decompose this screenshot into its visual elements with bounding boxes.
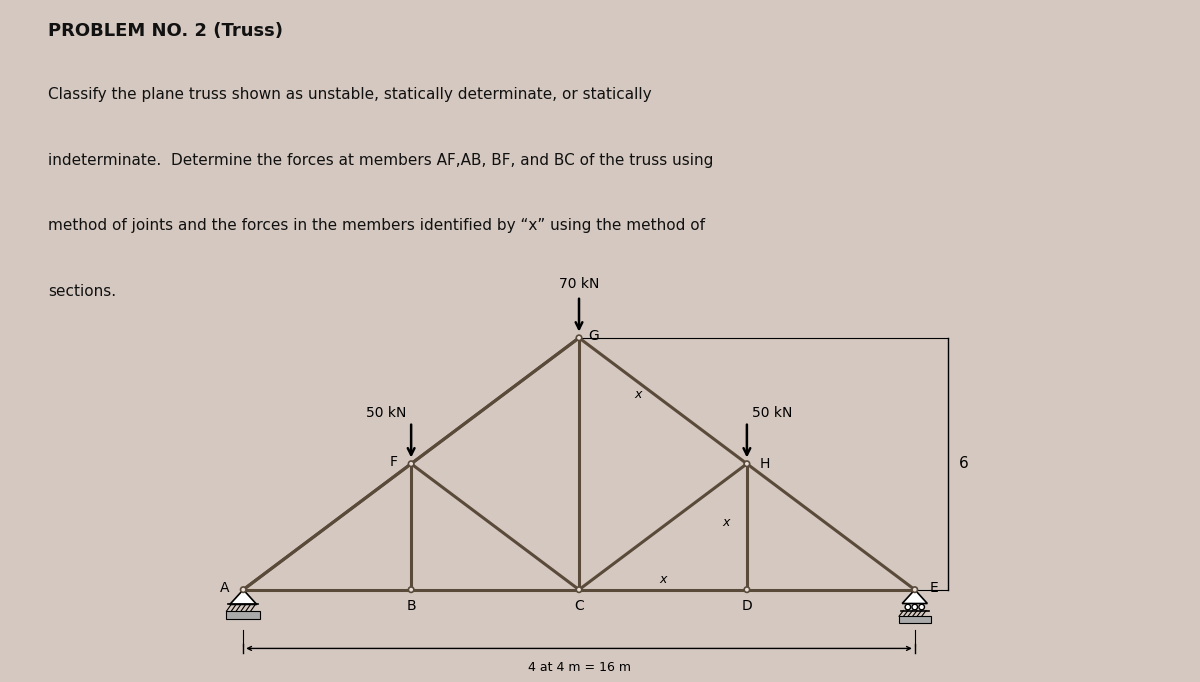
Polygon shape bbox=[230, 590, 257, 604]
Text: 50 kN: 50 kN bbox=[752, 406, 792, 419]
Text: PROBLEM NO. 2 (Truss): PROBLEM NO. 2 (Truss) bbox=[48, 22, 283, 40]
Text: 50 kN: 50 kN bbox=[366, 406, 406, 419]
Circle shape bbox=[408, 587, 414, 593]
Text: F: F bbox=[390, 455, 397, 469]
Text: 6: 6 bbox=[959, 456, 968, 471]
Circle shape bbox=[408, 461, 414, 466]
Text: indeterminate.  Determine the forces at members AF,AB, BF, and BC of the truss u: indeterminate. Determine the forces at m… bbox=[48, 153, 713, 168]
Circle shape bbox=[905, 604, 911, 610]
Text: x: x bbox=[634, 388, 642, 401]
Circle shape bbox=[576, 335, 582, 340]
Circle shape bbox=[240, 587, 246, 593]
Text: method of joints and the forces in the members identified by “x” using the metho: method of joints and the forces in the m… bbox=[48, 218, 706, 233]
Text: sections.: sections. bbox=[48, 284, 116, 299]
Circle shape bbox=[576, 587, 582, 593]
Text: G: G bbox=[588, 329, 599, 343]
Text: B: B bbox=[407, 599, 416, 612]
Text: 4 at 4 m = 16 m: 4 at 4 m = 16 m bbox=[528, 661, 630, 674]
Text: x: x bbox=[659, 573, 667, 586]
Polygon shape bbox=[902, 590, 928, 604]
FancyBboxPatch shape bbox=[899, 617, 930, 623]
Text: A: A bbox=[220, 580, 229, 595]
Text: Classify the plane truss shown as unstable, statically determinate, or staticall: Classify the plane truss shown as unstab… bbox=[48, 87, 652, 102]
Circle shape bbox=[912, 587, 918, 593]
Circle shape bbox=[919, 604, 924, 610]
Circle shape bbox=[744, 461, 750, 466]
Text: D: D bbox=[742, 599, 752, 612]
Text: H: H bbox=[760, 457, 769, 471]
Circle shape bbox=[912, 604, 918, 610]
Text: C: C bbox=[574, 599, 584, 612]
Text: x: x bbox=[722, 516, 730, 529]
Circle shape bbox=[744, 587, 750, 593]
Text: 70 kN: 70 kN bbox=[559, 277, 599, 291]
Text: E: E bbox=[929, 580, 938, 595]
FancyBboxPatch shape bbox=[227, 611, 260, 619]
